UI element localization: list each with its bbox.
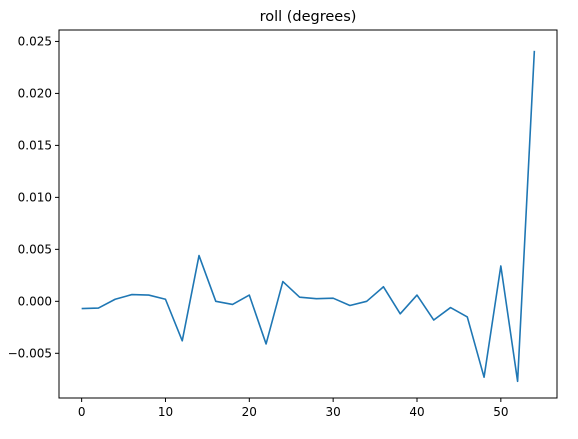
x-axis: 0 10 20 30 40 50 — [78, 398, 508, 419]
y-tick-label: −0.005 — [8, 346, 52, 360]
y-tick-label: 0.010 — [18, 190, 52, 204]
x-tick-label: 10 — [158, 405, 173, 419]
series-line-0 — [81, 50, 536, 383]
x-tick-label: 50 — [493, 405, 508, 419]
plot-area — [58, 29, 558, 399]
y-tick-label: 0.020 — [18, 86, 52, 100]
chart-title: roll (degrees) — [260, 9, 357, 25]
series-layer — [81, 50, 536, 383]
x-tick-label: 0 — [78, 405, 86, 419]
x-tick-label: 40 — [409, 405, 424, 419]
y-tick-label: 0.000 — [18, 294, 52, 308]
x-tick-label: 30 — [326, 405, 341, 419]
y-tick-label: 0.025 — [18, 34, 52, 48]
y-axis: −0.005 0.000 0.005 0.010 0.015 0.020 0.025 — [8, 34, 59, 360]
y-tick-label: 0.005 — [18, 242, 52, 256]
y-tick-label: 0.015 — [18, 138, 52, 152]
x-tick-label: 20 — [242, 405, 257, 419]
